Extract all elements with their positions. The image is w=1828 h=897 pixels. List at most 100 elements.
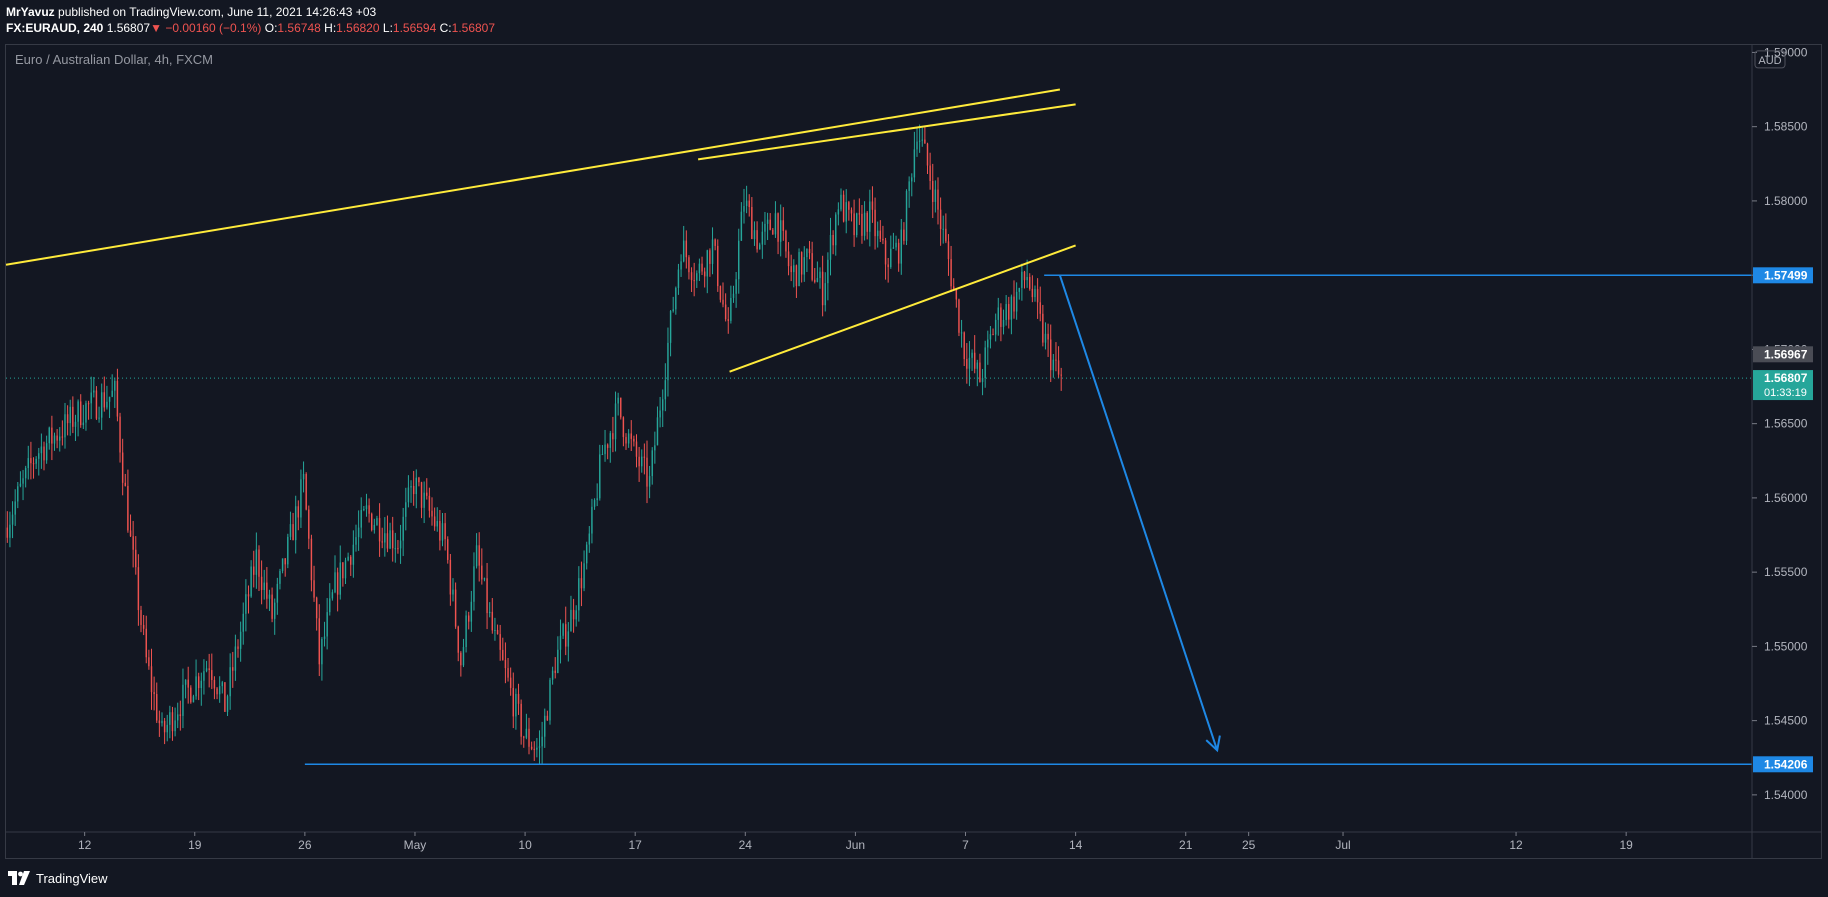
candle-body xyxy=(779,220,782,242)
candle-body xyxy=(98,417,100,419)
low-value: 1.56594 xyxy=(392,21,437,35)
candle-body xyxy=(1057,360,1060,375)
candle-body xyxy=(381,541,383,543)
candle-body xyxy=(793,265,795,273)
candle-body xyxy=(918,140,921,142)
candle-body xyxy=(334,572,336,593)
candle-body xyxy=(216,688,218,695)
candle-body xyxy=(386,533,389,549)
x-tick-label: Jul xyxy=(1335,838,1350,852)
candle-body xyxy=(121,452,124,483)
candle-body xyxy=(323,636,326,639)
candle-body xyxy=(585,544,588,564)
candle-body xyxy=(1021,271,1023,288)
candle-body xyxy=(226,696,229,712)
candle-body xyxy=(952,286,955,290)
candle-body xyxy=(61,436,64,438)
candle-body xyxy=(824,283,826,306)
symbol-label[interactable]: FX:EURAUD, 240 xyxy=(6,21,104,35)
price-label: 1.57499 xyxy=(1764,268,1808,282)
candle-body xyxy=(297,506,300,518)
publish-date: published on TradingView.com, June 11, 2… xyxy=(58,5,377,19)
candle-body xyxy=(774,213,777,235)
open-value: 1.56748 xyxy=(277,21,321,35)
forecast-arrow[interactable] xyxy=(1058,274,1219,751)
candle-body xyxy=(481,565,483,580)
candle-body xyxy=(706,250,709,277)
trendline[interactable] xyxy=(697,103,1076,161)
candle-body xyxy=(200,680,203,689)
candle-body xyxy=(279,570,281,584)
candle-body xyxy=(656,417,659,446)
candle-body xyxy=(785,230,787,252)
candle-body xyxy=(266,582,268,599)
candle-body xyxy=(614,403,617,440)
candle-body xyxy=(27,458,30,469)
candle-body xyxy=(276,583,279,603)
price-label-box xyxy=(1753,756,1813,773)
candle-body xyxy=(135,549,137,568)
last-price-box xyxy=(1753,370,1813,401)
candle-body xyxy=(281,558,284,571)
candle-body xyxy=(148,657,150,667)
drawings[interactable] xyxy=(5,88,1752,766)
author-name[interactable]: MrYavuz xyxy=(6,5,55,19)
candle-body xyxy=(554,670,556,673)
candle-body xyxy=(315,597,318,619)
candle-body xyxy=(507,668,509,678)
candle-body xyxy=(420,482,423,508)
trendline[interactable] xyxy=(729,244,1076,373)
trendline[interactable] xyxy=(5,88,1061,266)
candle-body xyxy=(24,468,27,479)
candle-body xyxy=(1002,319,1005,327)
candle-body xyxy=(1034,289,1036,298)
candle-body xyxy=(937,189,939,210)
candle-body xyxy=(405,502,407,517)
candle-body xyxy=(743,206,745,212)
candle-body xyxy=(929,165,931,181)
candle-body xyxy=(764,223,766,232)
legend-bar: FX:EURAUD, 240 1.56807▼ −0.00160 (−0.1%)… xyxy=(6,20,495,36)
candle-body xyxy=(648,476,651,487)
candle-body xyxy=(224,682,226,712)
candle-body xyxy=(310,538,313,581)
candle-body xyxy=(892,247,895,249)
candle-body xyxy=(302,473,305,480)
candle-body xyxy=(827,259,829,284)
brand-name[interactable]: TradingView xyxy=(36,870,108,886)
candle-body xyxy=(205,668,208,672)
candle-body xyxy=(772,229,774,235)
publish-info: MrYavuz published on TradingView.com, Ju… xyxy=(6,4,376,20)
candle-body xyxy=(911,177,913,182)
candle-body xyxy=(530,746,533,749)
candle-body xyxy=(992,334,994,336)
candle-body xyxy=(444,523,446,540)
candle-body xyxy=(350,556,352,565)
candle-body xyxy=(515,693,517,717)
candle-body xyxy=(816,278,819,282)
candle-body xyxy=(11,514,14,525)
candle-body xyxy=(541,736,543,747)
candle-body xyxy=(326,612,328,637)
candle-body xyxy=(255,549,258,575)
open-label: O: xyxy=(264,21,278,35)
candle-body xyxy=(884,240,887,265)
candle-body xyxy=(748,200,750,207)
candle-body xyxy=(192,696,195,703)
candle-body xyxy=(423,492,425,508)
candle-body xyxy=(384,533,386,543)
candle-body xyxy=(987,339,989,348)
candle-body xyxy=(268,594,271,599)
candle-body xyxy=(166,724,168,733)
candle-body xyxy=(777,213,779,242)
candle-body xyxy=(572,609,575,620)
x-tick-label: 24 xyxy=(739,838,753,852)
candle-body xyxy=(77,401,79,422)
candle-body xyxy=(921,139,923,141)
y-tick-label: 1.56000 xyxy=(1764,491,1808,505)
candle-body xyxy=(696,273,698,281)
candle-body xyxy=(394,548,397,550)
candle-body xyxy=(74,421,77,427)
candle-body xyxy=(858,213,861,215)
